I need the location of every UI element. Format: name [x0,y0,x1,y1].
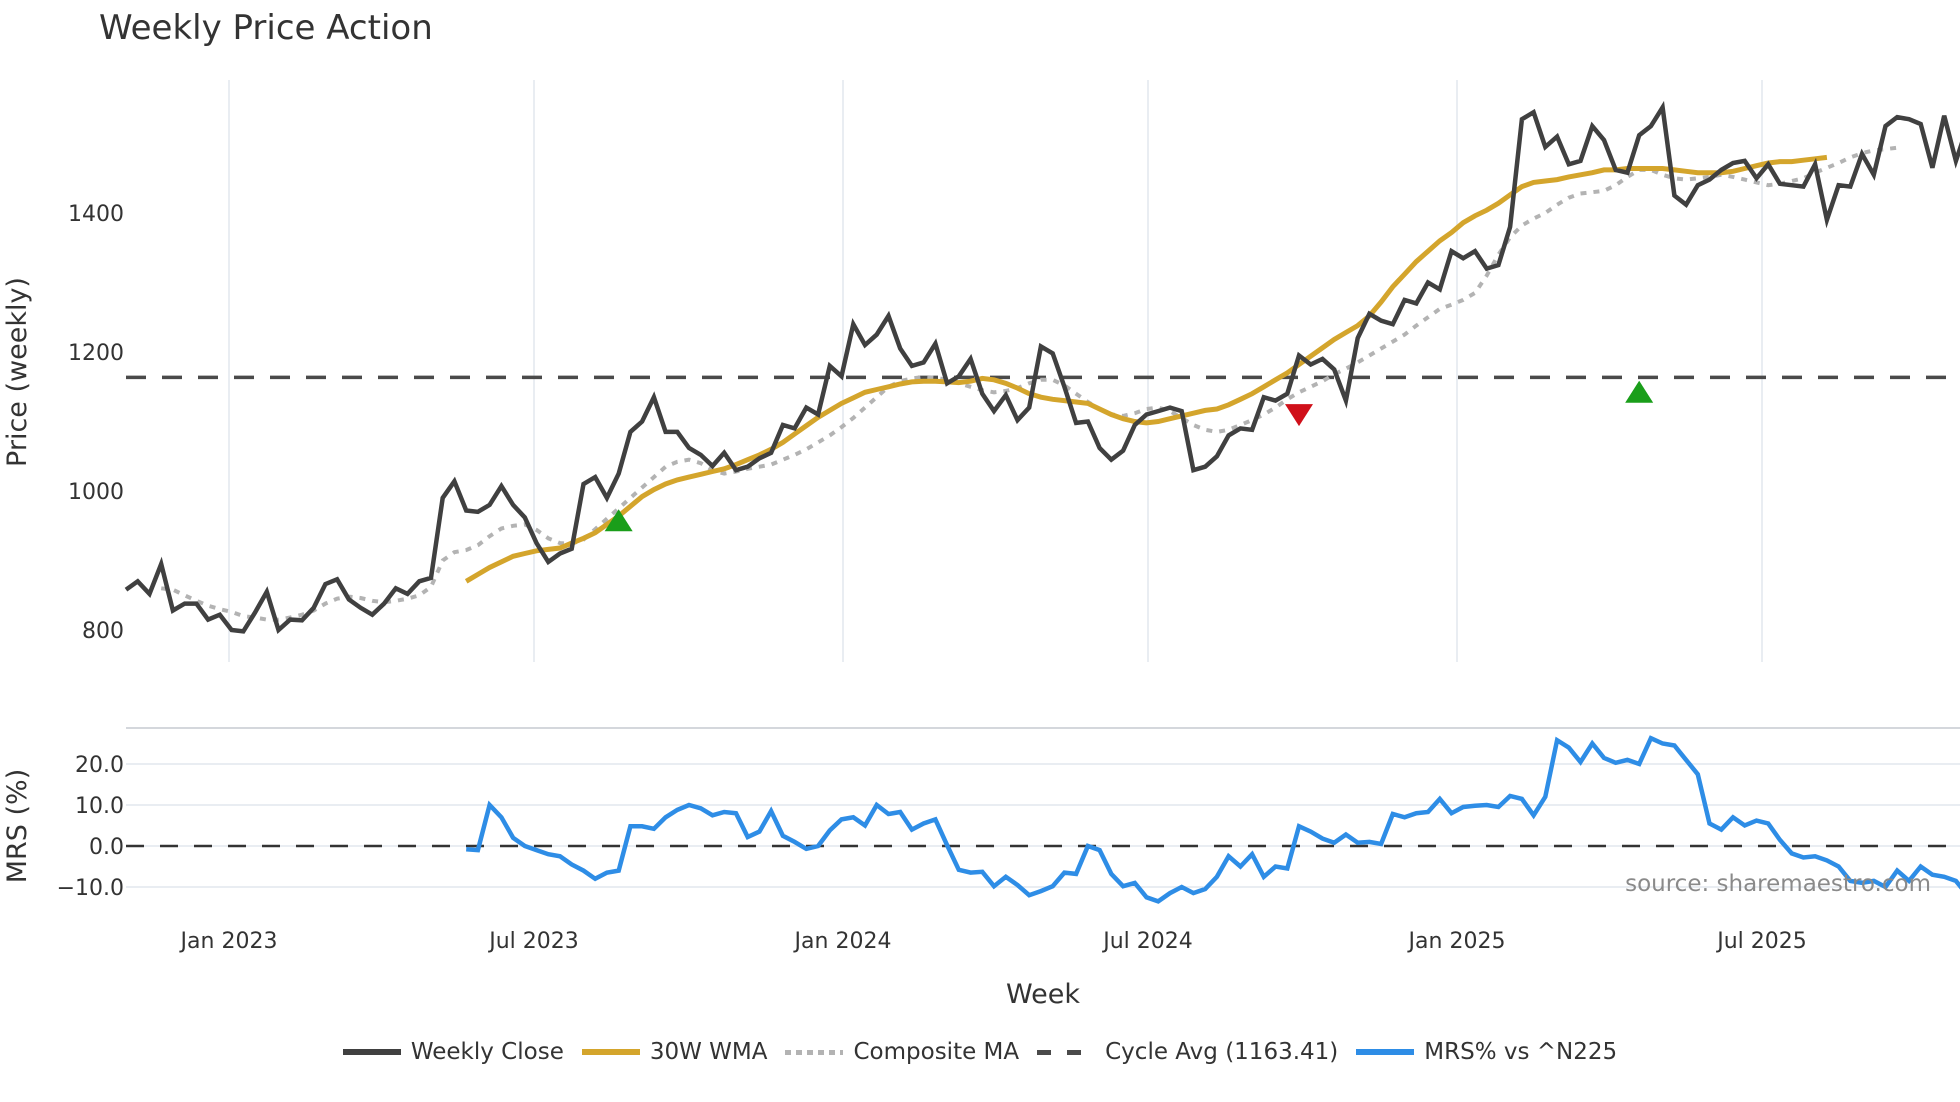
legend-swatch-solid-line-icon [581,1049,640,1055]
buy-signal-triangle-up-icon [1625,380,1654,403]
mrs-plot-gridlines [126,763,1960,888]
wma-30w-line [464,154,1828,584]
x-axis-title: Week [1006,979,1080,1010]
chart-canvas: 800 1000 1200 1400 Price (weekly) −10.0 0.0 1… [2,80,1960,1010]
buy-signal-triangle-up-icon [604,509,633,532]
x-tick-label: Jan 2023 [179,929,278,954]
legend-item-weekly-close[interactable]: Weekly Close [342,1039,564,1065]
mrs-y-axis-title: MRS (%) [2,769,33,884]
legend-label: Composite MA [853,1039,1020,1065]
composite-ma-line [160,145,1898,622]
mrs-y-tick-label: 20.0 [75,753,124,778]
weekly-close-line [124,100,1960,635]
legend-label: MRS% vs ^N225 [1424,1039,1618,1065]
mrs-y-tick-label: −10.0 [57,876,124,901]
legend-item-mrs[interactable]: MRS% vs ^N225 [1356,1039,1617,1065]
legend: Weekly Close 30W WMA Composite MA Cycle Avg… [0,1036,1960,1068]
chart-title: Weekly Price Action [99,8,433,48]
mrs-y-axis-ticks: −10.0 0.0 10.0 20.0 [57,753,124,901]
legend-swatch-dashed-line-icon [1037,1049,1096,1055]
mrs-line [466,735,1960,904]
legend-item-composite-ma[interactable]: Composite MA [785,1039,1019,1065]
y-tick-label: 800 [82,619,124,644]
price-series [124,100,1960,635]
legend-item-cycle-avg[interactable]: Cycle Avg (1163.41) [1037,1039,1338,1065]
legend-swatch-solid-line-icon [342,1049,401,1055]
y-tick-label: 1400 [68,202,124,227]
x-tick-label: Jan 2025 [1407,929,1506,954]
legend-label: Weekly Close [410,1039,564,1065]
source-attribution: source: sharemaestro.com [1625,871,1931,897]
legend-label: Cycle Avg (1163.41) [1105,1039,1339,1065]
x-axis-ticks: Jan 2023 Jul 2023 Jan 2024 Jul 2024 Jan 2025… [179,929,1807,954]
sell-signal-triangle-down-icon [1285,404,1313,427]
legend-label: 30W WMA [649,1039,768,1065]
mrs-y-tick-label: 0.0 [89,835,124,860]
x-tick-label: Jul 2023 [487,929,579,954]
y-tick-label: 1200 [68,341,124,366]
y-tick-label: 1000 [68,480,124,505]
price-y-axis-title: Price (weekly) [2,277,33,467]
x-tick-label: Jul 2025 [1715,929,1807,954]
x-tick-label: Jul 2024 [1101,929,1193,954]
signal-markers [604,380,1654,532]
mrs-series [466,735,1960,904]
mrs-y-tick-label: 10.0 [75,794,124,819]
legend-swatch-dotted-line-icon [785,1049,844,1055]
legend-swatch-solid-line-icon [1356,1049,1415,1055]
legend-item-wma[interactable]: 30W WMA [581,1039,768,1065]
main-plot-gridlines [228,80,1763,662]
price-y-axis-ticks: 800 1000 1200 1400 [68,202,124,644]
x-tick-label: Jan 2024 [793,929,892,954]
